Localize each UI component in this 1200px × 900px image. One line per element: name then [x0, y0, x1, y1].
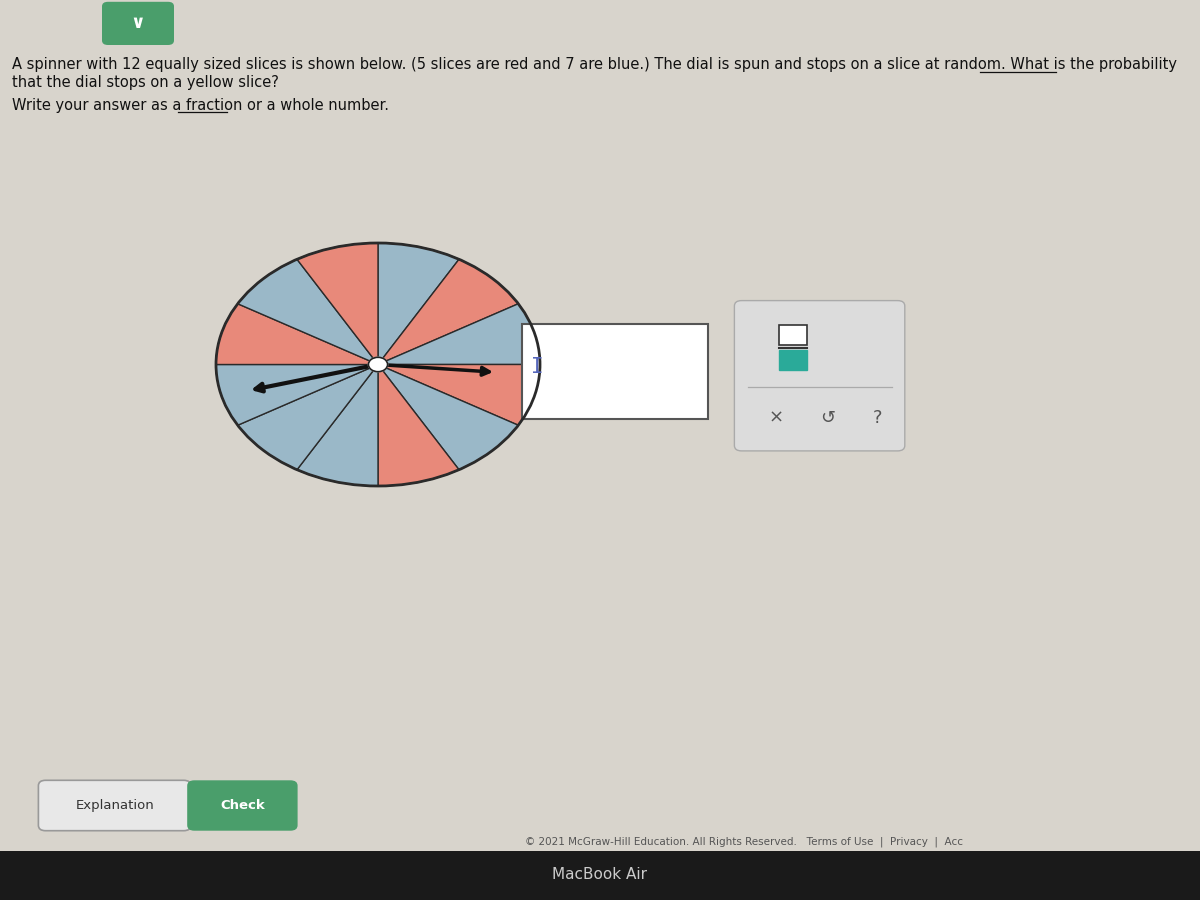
Wedge shape: [238, 364, 378, 470]
Text: A spinner with 12 equally sized slices is shown below. (5 slices are red and 7 a: A spinner with 12 equally sized slices i…: [12, 58, 1177, 72]
Circle shape: [368, 357, 388, 372]
Text: © 2021 McGraw-Hill Education. All Rights Reserved.   Terms of Use  |  Privacy  |: © 2021 McGraw-Hill Education. All Rights…: [526, 836, 964, 847]
Text: MacBook Air: MacBook Air: [552, 868, 648, 882]
FancyBboxPatch shape: [734, 301, 905, 451]
FancyBboxPatch shape: [102, 2, 174, 45]
FancyBboxPatch shape: [0, 850, 1200, 900]
Text: ?: ?: [872, 409, 882, 427]
Wedge shape: [238, 259, 378, 364]
Text: that the dial stops on a yellow slice?: that the dial stops on a yellow slice?: [12, 76, 278, 90]
Wedge shape: [296, 243, 378, 365]
Text: ↺: ↺: [820, 409, 835, 427]
Wedge shape: [378, 304, 540, 365]
Wedge shape: [378, 364, 458, 486]
Wedge shape: [378, 259, 518, 364]
Text: I: I: [532, 356, 544, 376]
FancyBboxPatch shape: [187, 780, 298, 831]
Text: Check: Check: [220, 799, 265, 812]
Text: Explanation: Explanation: [76, 799, 155, 812]
Wedge shape: [378, 364, 518, 470]
Wedge shape: [216, 364, 378, 426]
Wedge shape: [378, 243, 458, 365]
FancyBboxPatch shape: [38, 780, 191, 831]
FancyBboxPatch shape: [522, 324, 708, 418]
FancyBboxPatch shape: [779, 325, 808, 345]
Wedge shape: [298, 364, 378, 486]
FancyBboxPatch shape: [779, 350, 808, 370]
Text: ×: ×: [768, 409, 784, 427]
Wedge shape: [378, 364, 540, 426]
Wedge shape: [216, 304, 378, 365]
Text: Write your answer as a fraction or a whole number.: Write your answer as a fraction or a who…: [12, 98, 389, 112]
Text: ∨: ∨: [131, 14, 145, 32]
